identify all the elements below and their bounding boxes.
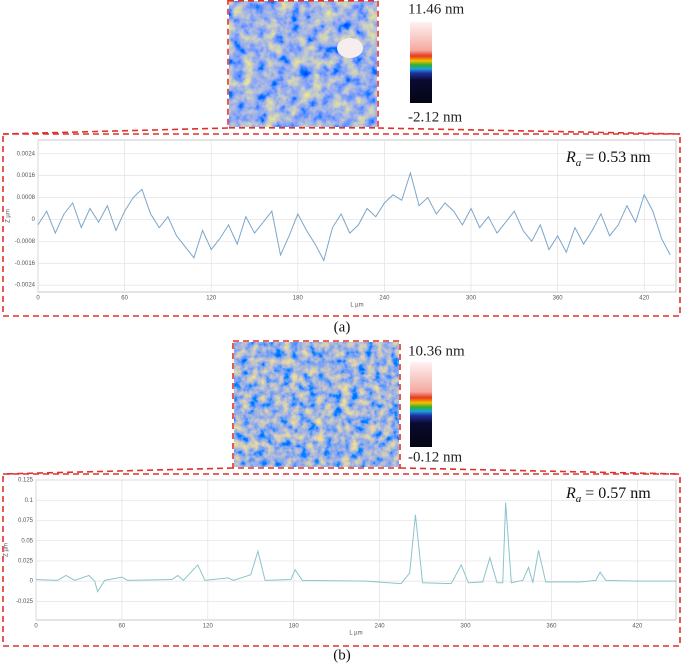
colorbar-min: -2.12 nm [408,109,462,125]
y-tick-label: 0 [32,217,36,223]
annotation-text: = 0.53 nm [581,149,651,166]
y-tick-label: -0.0024 [15,283,36,289]
annotation-subscript: a [576,493,582,505]
x-tick-label: 120 [206,296,217,302]
afm-image [234,342,399,467]
x-tick-label: 240 [375,624,386,630]
annotation-subscript: a [576,157,582,169]
y-axis-label: Z µm [4,543,10,557]
y-tick-label: 0 [30,579,34,585]
plot-area [35,479,677,621]
y-tick-label: -0.0016 [15,261,36,267]
x-tick-label: 0 [36,296,40,302]
image-frame [232,340,401,469]
colorbar-min: -0.12 nm [408,449,462,465]
afm-feature [337,38,363,58]
x-tick-label: 420 [632,624,643,630]
x-tick-label: 300 [461,624,472,630]
colorbar [410,22,432,103]
annotation-text: = 0.57 nm [581,485,651,502]
y-axis-label: Z µm [6,209,12,223]
x-tick-label: 0 [34,624,38,630]
y-tick-label: -0.025 [16,599,34,605]
x-tick-label: 180 [289,624,300,630]
y-tick-label: 0.0008 [17,195,36,201]
profile-line [35,502,676,593]
profile-line [37,171,671,262]
x-tick-label: 420 [639,296,650,302]
colorbar-max: 10.36 nm [408,343,465,359]
x-tick-label: 300 [466,296,477,302]
roughness-annotation: Ra = 0.57 nm [565,485,651,505]
annotation-symbol: R [565,485,576,502]
zoom-lines [2,467,681,475]
y-tick-label: 0.05 [21,538,33,544]
x-tick-label: 360 [546,624,557,630]
x-tick-label: 240 [379,296,390,302]
y-tick-label: -0.0008 [15,239,36,245]
y-tick-label: 0.0024 [17,151,36,157]
y-tick-label: 0.025 [18,559,34,565]
x-axis-label: L µm [349,631,362,637]
x-tick-label: 120 [203,624,214,630]
y-tick-label: 0.0016 [17,173,36,179]
y-tick-label: 0.1 [25,498,34,504]
colorbar-max: 11.46 nm [408,1,464,17]
caption: (a) [334,319,351,335]
afm-image [229,1,377,127]
y-tick-label: 0.125 [18,478,34,484]
x-tick-label: 180 [293,296,304,302]
y-tick-label: 0.075 [18,518,34,524]
colorbar [410,362,432,447]
profile-frame [2,473,681,647]
x-axis-label: L µm [350,303,363,309]
caption: (b) [333,647,351,663]
x-tick-label: 60 [119,624,126,630]
image-frame [227,0,379,129]
x-tick-label: 360 [553,296,564,302]
zoom-lines [2,127,681,135]
plot-area [37,139,677,293]
x-tick-label: 60 [121,296,128,302]
roughness-annotation: Ra = 0.53 nm [565,149,651,169]
annotation-symbol: R [565,149,576,166]
